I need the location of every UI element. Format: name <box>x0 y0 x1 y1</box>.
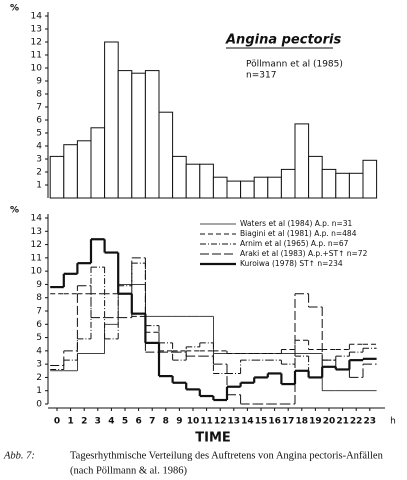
bar <box>158 111 174 199</box>
x-tick-label: 9 <box>176 417 182 427</box>
bar <box>267 176 282 199</box>
x-tick-label: 20 <box>323 417 336 427</box>
x-tick-label: 23 <box>364 417 377 427</box>
y-tick-label: 6 <box>36 320 42 330</box>
x-unit: h <box>390 417 396 427</box>
caption-label: Abb. 7: <box>3 450 35 461</box>
bar <box>226 180 242 199</box>
y-tick-label: 8 <box>36 90 42 100</box>
chart-title: Angina pectoris <box>225 33 341 48</box>
x-tick-label: 2 <box>81 417 87 427</box>
y-tick-label: 2 <box>36 168 42 178</box>
x-tick-label: 5 <box>122 417 128 427</box>
y-tick-label: 14 <box>31 12 43 22</box>
x-tick-label: 21 <box>336 417 349 427</box>
bar <box>308 155 323 199</box>
x-tick-label: 12 <box>214 417 227 427</box>
bar <box>49 155 65 199</box>
y-tick-label: 1 <box>36 181 42 191</box>
x-tick-label: 13 <box>228 417 241 427</box>
bar <box>185 163 201 199</box>
bar <box>144 70 160 199</box>
bar <box>104 41 119 199</box>
bar <box>280 168 296 199</box>
y-axis-label: % <box>10 206 19 216</box>
bar <box>321 168 337 199</box>
y-tick-label: 3 <box>36 360 42 370</box>
bar <box>294 123 310 199</box>
bar <box>172 155 187 199</box>
y-tick-label: 5 <box>36 129 42 139</box>
bar <box>63 144 78 199</box>
bar <box>76 140 92 199</box>
x-tick-label: 16 <box>268 417 281 427</box>
x-tick-label: 11 <box>200 417 213 427</box>
bar <box>131 72 146 199</box>
subtitle: Pöllmann et al (1985) <box>246 60 343 70</box>
bar <box>212 176 228 199</box>
y-tick-label: 14 <box>31 214 43 224</box>
legend-label: Arnim et al (1965) A.p. n=67 <box>240 239 349 248</box>
y-axis-label: % <box>10 4 19 14</box>
x-tick-label: 0 <box>54 417 60 427</box>
bar <box>348 172 364 199</box>
legend-label: Araki et al (1983) A.p.+ST↑ n=72 <box>240 249 368 258</box>
x-tick-label: 7 <box>149 417 155 427</box>
legend-label: Kuroiwa (1978) ST↑ n=234 <box>240 259 343 268</box>
bar <box>117 70 133 199</box>
y-tick-label: 11 <box>31 51 42 61</box>
x-tick-label: 19 <box>309 417 322 427</box>
y-tick-label: 5 <box>36 333 42 343</box>
x-tick-label: 8 <box>163 417 169 427</box>
legend-label: Biagini et al (1981) A.p. n=484 <box>240 229 357 238</box>
legend-label: Waters et al (1984) A.p. n=31 <box>240 219 353 228</box>
x-tick-label: 6 <box>135 417 141 427</box>
y-tick-label: 6 <box>36 116 42 126</box>
bar <box>335 172 350 199</box>
y-tick-label: 12 <box>31 38 42 48</box>
y-tick-label: 12 <box>31 240 42 250</box>
y-tick-label: 2 <box>36 373 42 383</box>
x-tick-label: 4 <box>108 417 114 427</box>
y-tick-label: 11 <box>31 253 42 263</box>
bar <box>362 159 378 199</box>
y-tick-label: 13 <box>31 25 42 35</box>
y-tick-label: 7 <box>36 307 42 317</box>
y-tick-label: 4 <box>36 142 42 152</box>
x-tick-label: 17 <box>282 417 295 427</box>
annotation: n=317 <box>246 71 276 81</box>
y-tick-label: 4 <box>36 346 42 356</box>
caption-text: Tagesrhythmische Verteilung des Auftrete… <box>70 450 384 461</box>
x-tick-label: 14 <box>241 417 254 427</box>
bar <box>90 127 106 199</box>
y-tick-label: 10 <box>31 64 43 74</box>
y-tick-label: 0 <box>36 400 42 410</box>
y-tick-label: 9 <box>36 77 42 87</box>
x-tick-label: 15 <box>255 417 268 427</box>
y-tick-label: 9 <box>36 280 42 290</box>
x-tick-label: 18 <box>296 417 309 427</box>
bar <box>240 180 255 199</box>
y-tick-label: 10 <box>31 267 43 277</box>
bar <box>199 163 214 199</box>
x-tick-label: 22 <box>350 417 363 427</box>
y-tick-label: 8 <box>36 293 42 303</box>
y-tick-label: 13 <box>31 227 42 237</box>
caption-text: (nach Pöllmann & al. 1986) <box>70 465 187 476</box>
x-tick-label: 10 <box>187 417 200 427</box>
y-tick-label: 7 <box>36 103 42 113</box>
x-tick-label: 1 <box>67 417 73 427</box>
y-tick-label: 3 <box>36 155 42 165</box>
x-tick-label: 3 <box>95 417 101 427</box>
x-axis-label: TIME <box>195 431 231 446</box>
bar <box>253 176 269 199</box>
y-tick-label: 1 <box>36 386 42 396</box>
